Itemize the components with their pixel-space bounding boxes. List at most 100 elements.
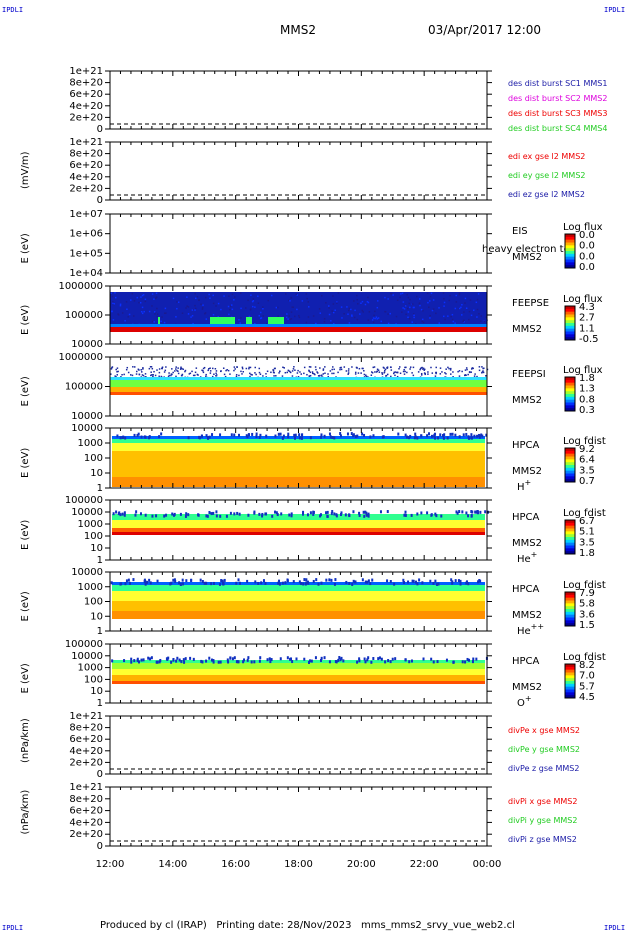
spectrogram-pixel <box>419 298 421 300</box>
spectrogram-pixel <box>364 510 367 514</box>
spectrogram-pixel <box>479 510 482 514</box>
spectrogram-pixel <box>474 510 477 514</box>
spectrogram-pixel <box>265 376 268 378</box>
spectrogram-pixel <box>275 375 277 377</box>
spectrogram-pixel <box>321 374 323 377</box>
spectrogram-pixel <box>325 511 328 515</box>
spectrogram-pixel <box>485 433 488 437</box>
spectrogram-pixel <box>291 375 294 377</box>
spectrogram-pixel <box>143 578 146 582</box>
spectrogram-pixel <box>209 367 211 369</box>
spectrogram-pixel <box>478 313 480 315</box>
spectrogram-pixel <box>126 308 128 310</box>
spectrogram-patch <box>246 317 252 324</box>
spectrogram-pixel <box>454 433 457 437</box>
spectrogram-pixel <box>431 309 434 312</box>
spectrogram-pixel <box>149 366 152 368</box>
spectrogram-pixel <box>319 312 322 314</box>
spectrogram-pixel <box>194 307 197 310</box>
spectrogram-pixel <box>189 372 192 375</box>
spectrogram-pixel <box>408 660 411 664</box>
y-tick-label: 100 <box>84 531 103 542</box>
spectrogram-pixel <box>178 581 181 585</box>
spectrogram-pixel <box>258 314 261 317</box>
spectrogram-pixel <box>226 658 229 662</box>
spectrogram-pixel <box>253 510 256 514</box>
spectrogram-pixel <box>197 374 199 376</box>
colorbar-swatch <box>565 600 575 604</box>
spectrogram-pixel <box>468 310 471 313</box>
spectrogram-pixel <box>250 660 253 664</box>
y-tick-label: 100 <box>84 453 103 464</box>
spectrogram-pixel <box>210 512 213 516</box>
spectrogram-pixel <box>200 659 203 663</box>
spectrogram-pixel <box>367 579 370 583</box>
spectrogram-pixel <box>435 514 438 518</box>
legend-entry: divPe z gse MMS2 <box>508 764 579 773</box>
spectrogram-pixel <box>386 373 389 376</box>
spectrogram-pixel <box>144 300 147 303</box>
spectrogram-pixel <box>430 292 433 295</box>
spectrogram-pixel <box>146 580 149 584</box>
spectrogram-pixel <box>321 376 323 378</box>
spectrogram-pixel <box>484 510 487 514</box>
spectrogram-pixel <box>366 300 369 303</box>
spectrogram-pixel <box>153 321 155 323</box>
spectrogram-pixel <box>363 433 366 437</box>
spectrogram-pixel <box>204 312 207 314</box>
spectrogram-pixel <box>135 510 138 514</box>
spectrogram-pixel <box>462 320 465 322</box>
spectrogram-pixel <box>444 372 446 374</box>
spectrogram-pixel <box>430 513 433 517</box>
spectrogram-pixel <box>408 317 411 320</box>
colorbar-swatch <box>565 323 575 327</box>
panel-frame <box>109 786 488 847</box>
spectrogram-pixel <box>183 660 186 664</box>
instrument-label: HPCA <box>512 584 540 595</box>
spectrogram-pixel <box>431 372 434 374</box>
spectrogram-pixel <box>143 435 146 439</box>
spectrogram-pixel <box>389 292 392 295</box>
spectrogram-pixel <box>168 374 170 377</box>
spectrogram-pixel <box>251 374 253 376</box>
spectrogram-pixel <box>116 371 118 373</box>
spectrogram-pixel <box>226 368 228 371</box>
colorbar-frame <box>564 591 576 627</box>
spectrogram-pixel <box>367 656 370 660</box>
spectrogram-pixel <box>184 657 187 661</box>
spectrogram-pixel <box>367 512 370 516</box>
spacecraft-label: MMS2 <box>512 610 542 621</box>
spectrogram-pixel <box>154 374 157 377</box>
spectrogram-pixel <box>321 295 323 297</box>
spectrogram-pixel <box>347 368 350 370</box>
spectrogram-pixel <box>435 312 437 315</box>
y-tick-label: 10000 <box>71 651 103 662</box>
spectrogram-pixel <box>404 513 407 517</box>
spectrogram-band <box>112 585 485 591</box>
spectrogram-pixel <box>122 435 125 439</box>
spectrogram-pixel <box>238 433 241 437</box>
y-tick-label: 100000 <box>65 639 103 650</box>
y-tick-label: 10 <box>90 543 103 554</box>
spectrogram-pixel <box>175 375 177 378</box>
spectrogram-pixel <box>356 302 359 305</box>
colorbar-tick-label: 5.7 <box>579 681 595 692</box>
spectrogram-pixel <box>474 373 476 375</box>
spectrogram-pixel <box>191 309 194 311</box>
spectrogram-pixel <box>312 579 315 583</box>
spectrogram-pixel <box>381 373 384 375</box>
spectrogram-pixel <box>394 657 397 661</box>
spectrogram-pixel <box>418 302 421 304</box>
y-tick-label: 6e+20 <box>69 806 103 817</box>
spectrogram-pixel <box>242 660 245 664</box>
spectrogram-pixel <box>300 436 303 440</box>
spectrogram-patch <box>210 317 235 324</box>
spectrogram-pixel <box>465 367 468 369</box>
spectrogram-pixel <box>337 292 340 294</box>
spectrogram-pixel <box>200 303 202 306</box>
spectrogram-pixel <box>252 300 255 302</box>
spectrogram-pixel <box>416 436 419 440</box>
spectrogram-pixel <box>127 578 130 582</box>
spectrogram-pixel <box>140 369 142 371</box>
spectrogram-pixel <box>289 300 291 302</box>
